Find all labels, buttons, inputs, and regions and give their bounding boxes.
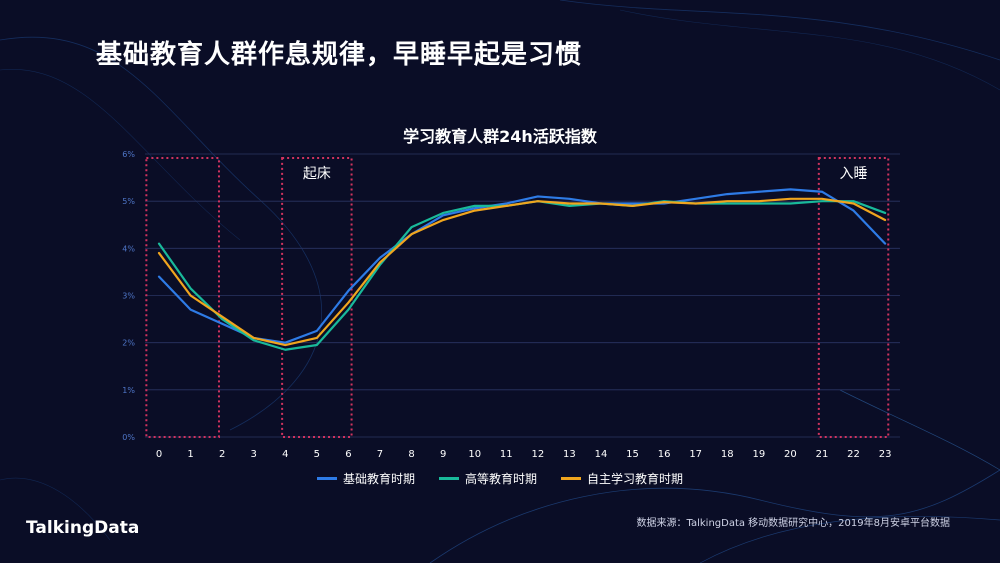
legend-swatch-icon <box>316 477 337 480</box>
y-tick-label: 0% <box>122 433 135 442</box>
legend-item: 高等教育时期 <box>438 470 537 487</box>
legend-label: 高等教育时期 <box>464 472 537 486</box>
legend-label: 自主学习教育时期 <box>587 472 684 486</box>
y-tick-label: 1% <box>122 386 135 395</box>
x-tick-label: 4 <box>282 449 288 460</box>
x-tick-label: 6 <box>345 449 351 460</box>
annotation-label: 入睡 <box>840 166 868 182</box>
highlight-box <box>281 157 353 438</box>
x-tick-label: 5 <box>314 449 320 460</box>
y-tick-label: 6% <box>122 150 135 159</box>
x-tick-label: 9 <box>440 449 446 460</box>
x-tick-label: 13 <box>563 449 576 460</box>
chart-legend: 基础教育时期 高等教育时期 自主学习教育时期 <box>0 470 1000 487</box>
x-tick-label: 15 <box>626 449 639 460</box>
legend-label: 基础教育时期 <box>342 472 415 486</box>
legend-item: 基础教育时期 <box>316 470 415 487</box>
x-tick-label: 18 <box>721 449 734 460</box>
page-title: 基础教育人群作息规律，早睡早起是习惯 <box>96 40 583 70</box>
legend-swatch-icon <box>561 477 581 480</box>
x-tick-label: 22 <box>847 449 860 460</box>
x-tick-label: 17 <box>689 449 702 460</box>
legend-swatch-icon <box>438 477 459 480</box>
chart-title: 学习教育人群24h活跃指数 <box>403 127 597 146</box>
x-tick-label: 1 <box>187 449 193 460</box>
x-tick-label: 3 <box>251 449 257 460</box>
y-tick-label: 5% <box>122 197 135 206</box>
x-tick-label: 21 <box>816 449 829 460</box>
series-line <box>157 200 887 351</box>
x-tick-label: 12 <box>531 449 544 460</box>
x-tick-label: 10 <box>468 449 481 460</box>
legend-item: 自主学习教育时期 <box>561 470 683 487</box>
x-tick-label: 11 <box>500 449 513 460</box>
brand-logo: TalkingData <box>26 518 140 538</box>
source-note: 数据来源：TalkingData 移动数据研究中心，2019年8月安卓平台数据 <box>636 518 950 529</box>
x-tick-label: 16 <box>658 449 671 460</box>
x-tick-label: 8 <box>408 449 414 460</box>
annotation-label: 起床 <box>303 166 331 182</box>
x-tick-label: 23 <box>879 449 892 460</box>
y-tick-label: 3% <box>122 292 135 301</box>
x-tick-label: 14 <box>595 449 608 460</box>
series-line <box>157 197 887 347</box>
y-tick-label: 2% <box>122 339 135 348</box>
x-tick-label: 2 <box>219 449 225 460</box>
x-tick-label: 19 <box>752 449 765 460</box>
x-tick-label: 0 <box>156 449 162 460</box>
highlight-box <box>145 157 220 438</box>
series-line <box>157 188 887 344</box>
y-tick-label: 4% <box>122 244 135 253</box>
x-tick-label: 20 <box>784 449 797 460</box>
x-tick-label: 7 <box>377 449 383 460</box>
